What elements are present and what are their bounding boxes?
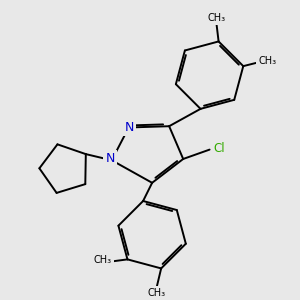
Text: N: N <box>125 121 134 134</box>
Text: CH₃: CH₃ <box>94 255 112 265</box>
Text: CH₃: CH₃ <box>259 56 277 66</box>
Text: CH₃: CH₃ <box>148 288 166 298</box>
Text: Cl: Cl <box>213 142 225 155</box>
Text: N: N <box>105 152 115 165</box>
Text: CH₃: CH₃ <box>207 13 226 22</box>
